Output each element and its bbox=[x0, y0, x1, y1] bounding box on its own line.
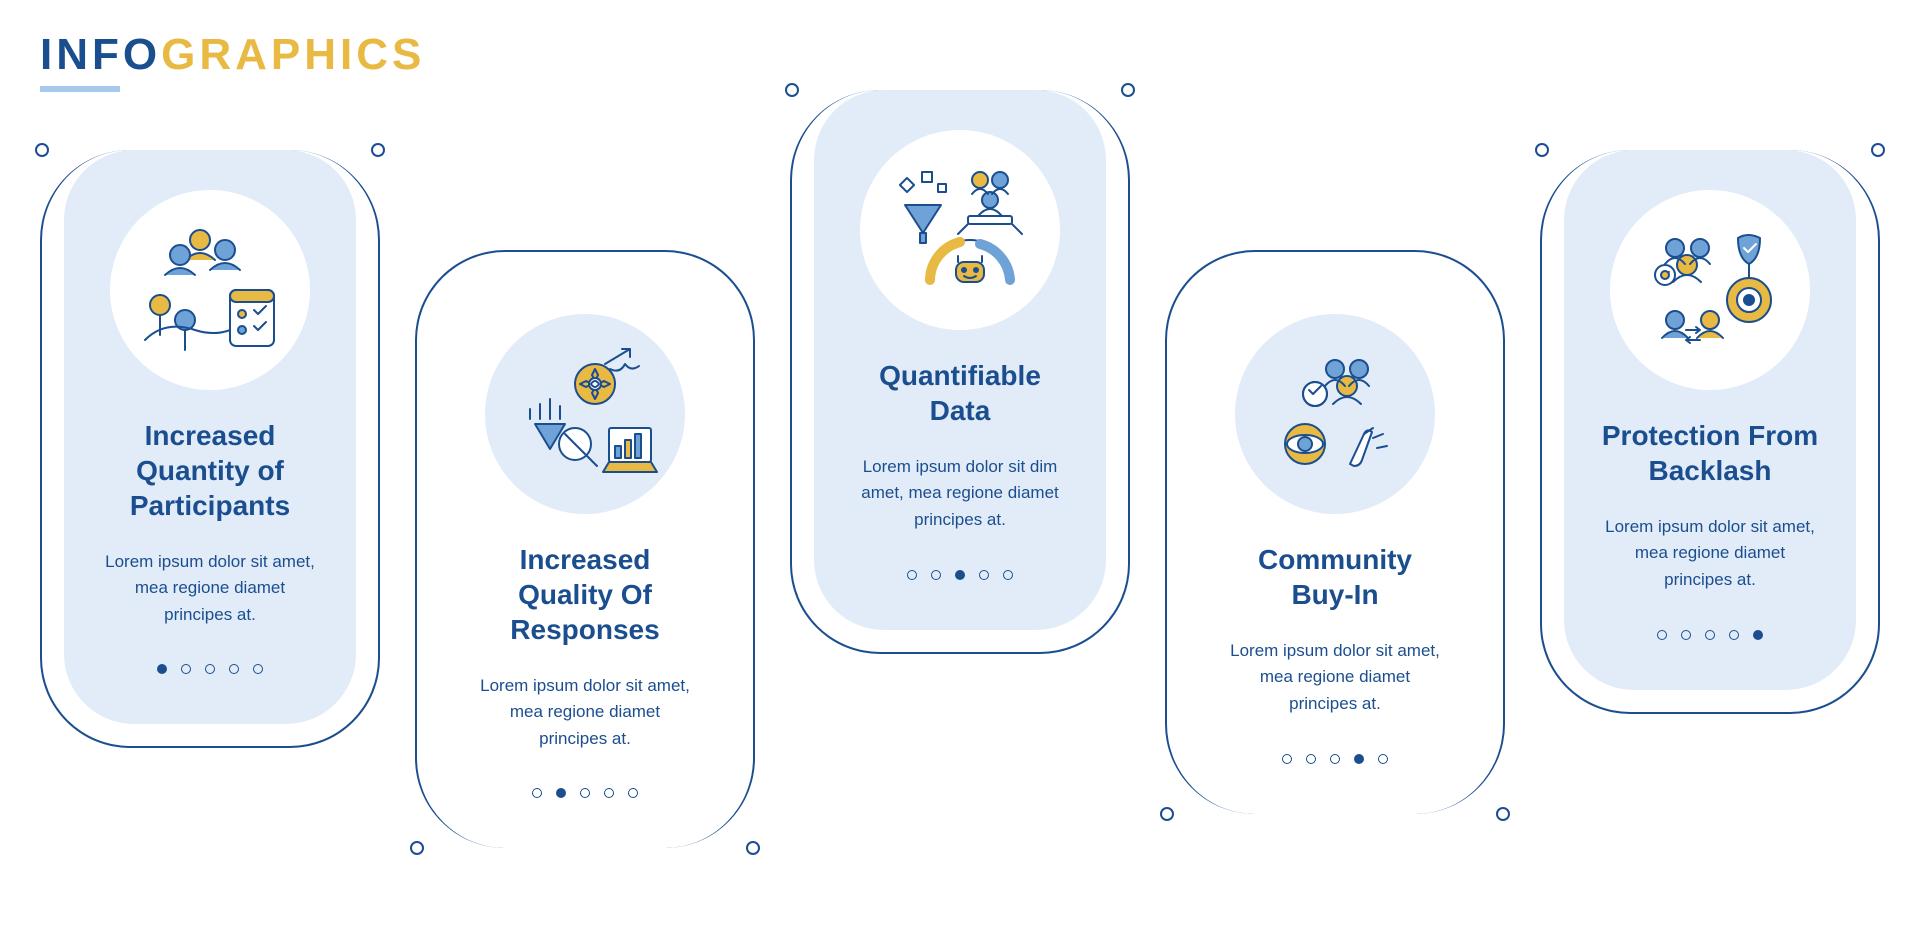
connector-dot bbox=[1871, 143, 1885, 157]
title-part2: GRAPHICS bbox=[161, 30, 425, 79]
pager-dot bbox=[253, 664, 263, 674]
card-5: Protection From Backlash Lorem ipsum dol… bbox=[1540, 150, 1880, 714]
icon-circle bbox=[860, 130, 1060, 330]
icon-circle bbox=[485, 314, 685, 514]
connector-dot bbox=[785, 83, 799, 97]
card-outer: Increased Quality Of Responses Lorem ips… bbox=[415, 250, 755, 848]
card-title: Community Buy-In bbox=[1219, 542, 1451, 612]
pager-dot bbox=[556, 788, 566, 798]
pager-dot bbox=[1282, 754, 1292, 764]
card-desc: Lorem ipsum dolor sit dim amet, mea regi… bbox=[844, 454, 1076, 533]
card-desc: Lorem ipsum dolor sit amet, mea regione … bbox=[469, 673, 701, 752]
pager-dot bbox=[628, 788, 638, 798]
card-desc: Lorem ipsum dolor sit amet, mea regione … bbox=[94, 549, 326, 628]
card-outer: Quantifiable Data Lorem ipsum dolor sit … bbox=[790, 90, 1130, 654]
card-inner: Quantifiable Data Lorem ipsum dolor sit … bbox=[814, 90, 1106, 630]
pager-dot bbox=[955, 570, 965, 580]
pager-dot bbox=[907, 570, 917, 580]
connector-dot bbox=[371, 143, 385, 157]
icon-circle bbox=[1610, 190, 1810, 390]
card-outer: Protection From Backlash Lorem ipsum dol… bbox=[1540, 150, 1880, 714]
participants-icon bbox=[130, 210, 290, 370]
pager-dot bbox=[1729, 630, 1739, 640]
connector-dot bbox=[1496, 807, 1510, 821]
data-icon bbox=[880, 150, 1040, 310]
card-desc: Lorem ipsum dolor sit amet, mea regione … bbox=[1219, 638, 1451, 717]
card-title: Quantifiable Data bbox=[844, 358, 1076, 428]
card-outer: Increased Quantity of Participants Lorem… bbox=[40, 150, 380, 748]
pager-dot bbox=[181, 664, 191, 674]
card-outer: Community Buy-In Lorem ipsum dolor sit a… bbox=[1165, 250, 1505, 814]
pager-dot bbox=[604, 788, 614, 798]
pager-dot bbox=[931, 570, 941, 580]
pager-dot bbox=[1330, 754, 1340, 764]
icon-circle bbox=[1235, 314, 1435, 514]
pager-dot bbox=[1753, 630, 1763, 640]
pager bbox=[907, 570, 1013, 580]
connector-dot bbox=[1160, 807, 1174, 821]
pager-dot bbox=[1378, 754, 1388, 764]
pager-dot bbox=[205, 664, 215, 674]
card-2: Increased Quality Of Responses Lorem ips… bbox=[415, 250, 755, 848]
page-header: INFOGRAPHICS bbox=[40, 30, 425, 92]
connector-dot bbox=[35, 143, 49, 157]
title-part1: INFO bbox=[40, 30, 161, 79]
pager-dot bbox=[1681, 630, 1691, 640]
pager-dot bbox=[1306, 754, 1316, 764]
card-inner: Increased Quality Of Responses Lorem ips… bbox=[439, 274, 731, 848]
pager bbox=[1657, 630, 1763, 640]
pager-dot bbox=[580, 788, 590, 798]
card-title: Protection From Backlash bbox=[1594, 418, 1826, 488]
pager bbox=[1282, 754, 1388, 764]
pager-dot bbox=[1003, 570, 1013, 580]
connector-dot bbox=[1535, 143, 1549, 157]
icon-circle bbox=[110, 190, 310, 390]
pager-dot bbox=[979, 570, 989, 580]
pager-dot bbox=[229, 664, 239, 674]
connector-dot bbox=[410, 841, 424, 855]
connector-dot bbox=[746, 841, 760, 855]
card-inner: Protection From Backlash Lorem ipsum dol… bbox=[1564, 150, 1856, 690]
card-1: Increased Quantity of Participants Lorem… bbox=[40, 150, 380, 748]
card-title: Increased Quality Of Responses bbox=[469, 542, 701, 647]
card-title: Increased Quantity of Participants bbox=[94, 418, 326, 523]
pager-dot bbox=[157, 664, 167, 674]
card-inner: Increased Quantity of Participants Lorem… bbox=[64, 150, 356, 724]
pager-dot bbox=[532, 788, 542, 798]
card-4: Community Buy-In Lorem ipsum dolor sit a… bbox=[1165, 250, 1505, 814]
pager bbox=[157, 664, 263, 674]
connector-dot bbox=[1121, 83, 1135, 97]
pager bbox=[532, 788, 638, 798]
page-title: INFOGRAPHICS bbox=[40, 30, 425, 80]
card-inner: Community Buy-In Lorem ipsum dolor sit a… bbox=[1189, 274, 1481, 814]
pager-dot bbox=[1705, 630, 1715, 640]
card-3: Quantifiable Data Lorem ipsum dolor sit … bbox=[790, 90, 1130, 654]
protection-icon bbox=[1630, 210, 1790, 370]
pager-dot bbox=[1354, 754, 1364, 764]
quality-icon bbox=[505, 334, 665, 494]
cards-row: Increased Quantity of Participants Lorem… bbox=[40, 90, 1880, 890]
community-icon bbox=[1255, 334, 1415, 494]
card-desc: Lorem ipsum dolor sit amet, mea regione … bbox=[1594, 514, 1826, 593]
pager-dot bbox=[1657, 630, 1667, 640]
